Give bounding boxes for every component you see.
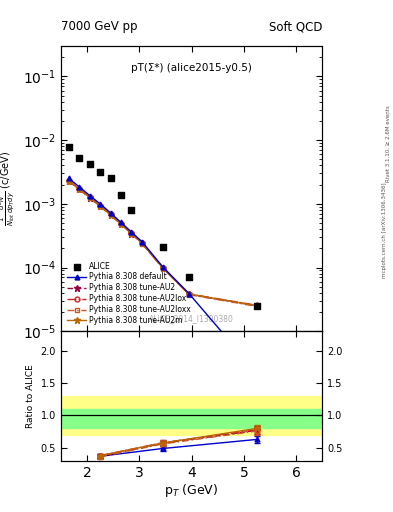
Y-axis label: Ratio to ALICE: Ratio to ALICE [26, 364, 35, 428]
Text: 7000 GeV pp: 7000 GeV pp [61, 20, 138, 33]
Line: Pythia 8.308 default: Pythia 8.308 default [66, 176, 259, 375]
ALICE [76, 154, 83, 162]
Pythia 8.308 default [66, 176, 71, 182]
Pythia 8.308 default [87, 193, 92, 199]
Pythia 8.308 tune-AU2 [98, 203, 103, 209]
Pythia 8.308 tune-AU2loxx [87, 195, 92, 201]
ALICE [118, 190, 124, 199]
X-axis label: p$_T$ (GeV): p$_T$ (GeV) [164, 482, 219, 499]
ALICE [129, 206, 135, 214]
Pythia 8.308 default [108, 210, 113, 216]
Pythia 8.308 tune-AU2loxx [77, 186, 82, 193]
Pythia 8.308 tune-AU2m [77, 186, 82, 192]
ALICE [97, 167, 103, 176]
Pythia 8.308 tune-AU2lox [187, 291, 191, 297]
Pythia 8.308 tune-AU2loxx [160, 265, 165, 271]
Pythia 8.308 tune-AU2lox [160, 265, 165, 271]
Pythia 8.308 tune-AU2loxx [108, 212, 113, 219]
Pythia 8.308 default [160, 264, 165, 270]
Pythia 8.308 tune-AU2loxx [255, 303, 259, 309]
Pythia 8.308 tune-AU2 [66, 178, 71, 184]
Pythia 8.308 default [119, 219, 123, 225]
Pythia 8.308 tune-AU2 [140, 240, 144, 246]
Pythia 8.308 tune-AU2m [98, 203, 103, 209]
Pythia 8.308 tune-AU2lox [255, 302, 259, 308]
Pythia 8.308 tune-AU2lox [87, 194, 92, 200]
Pythia 8.308 tune-AU2m [108, 211, 113, 218]
Pythia 8.308 tune-AU2lox [77, 186, 82, 192]
Pythia 8.308 tune-AU2loxx [129, 231, 134, 237]
Pythia 8.308 tune-AU2m [87, 195, 92, 201]
Pythia 8.308 tune-AU2m [119, 221, 123, 227]
ALICE [186, 273, 192, 282]
Line: Pythia 8.308 tune-AU2loxx: Pythia 8.308 tune-AU2loxx [66, 179, 259, 309]
Pythia 8.308 tune-AU2lox [129, 230, 134, 236]
Text: ALICE_2014_I1300380: ALICE_2014_I1300380 [149, 314, 234, 323]
Pythia 8.308 default [140, 239, 144, 245]
Pythia 8.308 tune-AU2 [108, 212, 113, 218]
Pythia 8.308 tune-AU2loxx [187, 291, 191, 297]
Line: Pythia 8.308 tune-AU2m: Pythia 8.308 tune-AU2m [66, 178, 260, 309]
Y-axis label: $\frac{1}{N_{tot}}\frac{d^{2}N}{dp_{T}dy}$ (c/GeV): $\frac{1}{N_{tot}}\frac{d^{2}N}{dp_{T}dy… [0, 151, 17, 226]
Line: Pythia 8.308 tune-AU2: Pythia 8.308 tune-AU2 [66, 178, 260, 309]
Pythia 8.308 tune-AU2m [160, 265, 165, 271]
Pythia 8.308 tune-AU2loxx [140, 241, 144, 247]
Pythia 8.308 tune-AU2 [87, 195, 92, 201]
Pythia 8.308 tune-AU2 [119, 221, 123, 227]
Pythia 8.308 tune-AU2 [77, 186, 82, 192]
Pythia 8.308 tune-AU2 [187, 291, 191, 297]
ALICE [107, 175, 114, 183]
Pythia 8.308 tune-AU2lox [119, 221, 123, 227]
ALICE [86, 160, 93, 168]
Pythia 8.308 tune-AU2m [187, 291, 191, 297]
Pythia 8.308 default [129, 229, 134, 235]
Pythia 8.308 tune-AU2lox [108, 211, 113, 218]
Pythia 8.308 default [255, 370, 259, 376]
Pythia 8.308 tune-AU2m [129, 230, 134, 237]
Pythia 8.308 tune-AU2m [255, 303, 259, 309]
Pythia 8.308 tune-AU2lox [140, 240, 144, 246]
Legend: ALICE, Pythia 8.308 default, Pythia 8.308 tune-AU2, Pythia 8.308 tune-AU2lox, Py: ALICE, Pythia 8.308 default, Pythia 8.30… [65, 259, 193, 327]
Pythia 8.308 tune-AU2m [66, 178, 71, 184]
ALICE [254, 302, 260, 310]
Pythia 8.308 tune-AU2m [140, 240, 144, 246]
Pythia 8.308 tune-AU2 [160, 265, 165, 271]
Pythia 8.308 tune-AU2 [129, 230, 134, 237]
Pythia 8.308 tune-AU2 [255, 303, 259, 309]
Pythia 8.308 tune-AU2loxx [119, 221, 123, 227]
Pythia 8.308 tune-AU2lox [66, 178, 71, 184]
Bar [61, 396, 322, 435]
Pythia 8.308 tune-AU2loxx [98, 203, 103, 209]
Text: Soft QCD: Soft QCD [269, 20, 322, 33]
Text: Rivet 3.1.10, ≥ 2.6M events: Rivet 3.1.10, ≥ 2.6M events [386, 105, 391, 182]
Pythia 8.308 default [98, 201, 103, 207]
Bar [61, 409, 322, 429]
Pythia 8.308 tune-AU2loxx [66, 178, 71, 184]
Pythia 8.308 default [187, 290, 191, 296]
Text: pT(Σ*) (alice2015-y0.5): pT(Σ*) (alice2015-y0.5) [131, 63, 252, 73]
Line: Pythia 8.308 tune-AU2lox: Pythia 8.308 tune-AU2lox [66, 178, 259, 308]
Pythia 8.308 default [77, 184, 82, 190]
Text: mcplots.cern.ch [arXiv:1306.3436]: mcplots.cern.ch [arXiv:1306.3436] [382, 183, 387, 278]
ALICE [160, 243, 166, 251]
ALICE [66, 143, 72, 151]
Pythia 8.308 tune-AU2lox [98, 202, 103, 208]
